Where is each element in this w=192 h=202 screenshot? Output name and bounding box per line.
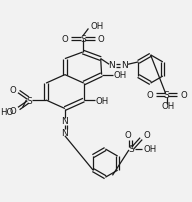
Text: N: N <box>121 60 128 69</box>
Text: OH: OH <box>96 96 109 105</box>
Text: OH: OH <box>144 145 157 154</box>
Text: OH: OH <box>114 71 127 80</box>
Text: O: O <box>61 35 68 44</box>
Text: O: O <box>10 86 17 95</box>
Text: O: O <box>146 90 153 99</box>
Text: N: N <box>61 129 68 138</box>
Text: N: N <box>109 60 115 69</box>
Text: OH: OH <box>162 102 175 111</box>
Text: O: O <box>125 131 131 140</box>
Text: N: N <box>61 117 68 126</box>
Text: O: O <box>97 35 104 44</box>
Text: S: S <box>164 90 170 99</box>
Text: O: O <box>10 106 17 115</box>
Text: O: O <box>180 90 187 99</box>
Text: O: O <box>143 131 150 140</box>
Text: OH: OH <box>90 22 103 31</box>
Text: HO: HO <box>0 107 13 116</box>
Text: S: S <box>80 35 86 44</box>
Text: S: S <box>26 96 32 105</box>
Text: S: S <box>128 145 134 154</box>
